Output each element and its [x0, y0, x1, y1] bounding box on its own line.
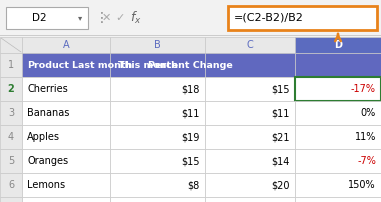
Text: Lemons: Lemons: [27, 180, 65, 190]
Bar: [22, 53, 110, 77]
Text: Last month: Last month: [72, 61, 133, 69]
Bar: [110, 149, 205, 173]
Bar: [295, 37, 381, 53]
Bar: [0, 101, 22, 125]
Text: 3: 3: [8, 108, 14, 118]
Text: Cherries: Cherries: [27, 84, 68, 94]
Text: C: C: [247, 40, 253, 50]
Text: 150%: 150%: [348, 180, 376, 190]
Bar: [0, 125, 22, 149]
Bar: [0, 0, 381, 36]
Text: $14: $14: [272, 156, 290, 166]
Bar: [295, 125, 381, 149]
Bar: [0, 37, 22, 53]
Text: ⋮: ⋮: [95, 11, 109, 25]
Text: $19: $19: [182, 132, 200, 142]
Bar: [22, 197, 110, 202]
Bar: [0, 149, 22, 173]
Bar: [228, 6, 377, 30]
Text: $21: $21: [272, 132, 290, 142]
Text: $f_x$: $f_x$: [130, 10, 142, 26]
Text: This month: This month: [118, 61, 178, 69]
Bar: [205, 173, 295, 197]
Bar: [205, 149, 295, 173]
Text: 2: 2: [8, 84, 14, 94]
Text: 1: 1: [8, 60, 14, 70]
Bar: [110, 173, 205, 197]
Bar: [295, 149, 381, 173]
Bar: [205, 101, 295, 125]
Bar: [22, 125, 110, 149]
Bar: [110, 37, 205, 53]
Text: ✓: ✓: [115, 13, 125, 23]
Text: 11%: 11%: [355, 132, 376, 142]
Text: $18: $18: [182, 84, 200, 94]
Text: Bananas: Bananas: [27, 108, 69, 118]
Bar: [205, 197, 295, 202]
Bar: [295, 197, 381, 202]
Text: B: B: [154, 40, 161, 50]
Text: 4: 4: [8, 132, 14, 142]
Bar: [110, 125, 205, 149]
Bar: [205, 77, 295, 101]
Text: $20: $20: [272, 180, 290, 190]
Bar: [22, 77, 110, 101]
Text: $11: $11: [182, 108, 200, 118]
Text: 5: 5: [8, 156, 14, 166]
Text: $8: $8: [188, 180, 200, 190]
Bar: [0, 35, 381, 36]
Bar: [0, 53, 22, 77]
Bar: [110, 53, 205, 77]
Text: -17%: -17%: [351, 84, 376, 94]
Text: ▾: ▾: [78, 14, 82, 22]
Text: $15: $15: [181, 156, 200, 166]
Text: Product: Product: [27, 61, 69, 69]
Bar: [0, 173, 22, 197]
Text: 0%: 0%: [361, 108, 376, 118]
Bar: [22, 149, 110, 173]
Text: -7%: -7%: [357, 156, 376, 166]
Bar: [205, 37, 295, 53]
Text: Percent Change: Percent Change: [148, 61, 233, 69]
Text: Oranges: Oranges: [27, 156, 68, 166]
Text: D: D: [334, 40, 342, 50]
Text: 6: 6: [8, 180, 14, 190]
Bar: [0, 197, 22, 202]
Text: $11: $11: [272, 108, 290, 118]
Bar: [205, 53, 295, 77]
Bar: [110, 77, 205, 101]
Text: A: A: [63, 40, 69, 50]
Bar: [295, 53, 381, 77]
Bar: [110, 197, 205, 202]
Bar: [110, 101, 205, 125]
Bar: [295, 173, 381, 197]
Bar: [295, 77, 381, 101]
Bar: [22, 173, 110, 197]
Bar: [0, 77, 22, 101]
Text: =(C2-B2)/B2: =(C2-B2)/B2: [234, 13, 304, 23]
Bar: [6, 7, 88, 29]
Bar: [295, 101, 381, 125]
Text: D2: D2: [32, 13, 46, 23]
Text: ✕: ✕: [101, 13, 111, 23]
Bar: [205, 125, 295, 149]
Text: Apples: Apples: [27, 132, 60, 142]
Bar: [22, 37, 110, 53]
Text: $15: $15: [272, 84, 290, 94]
Bar: [22, 101, 110, 125]
